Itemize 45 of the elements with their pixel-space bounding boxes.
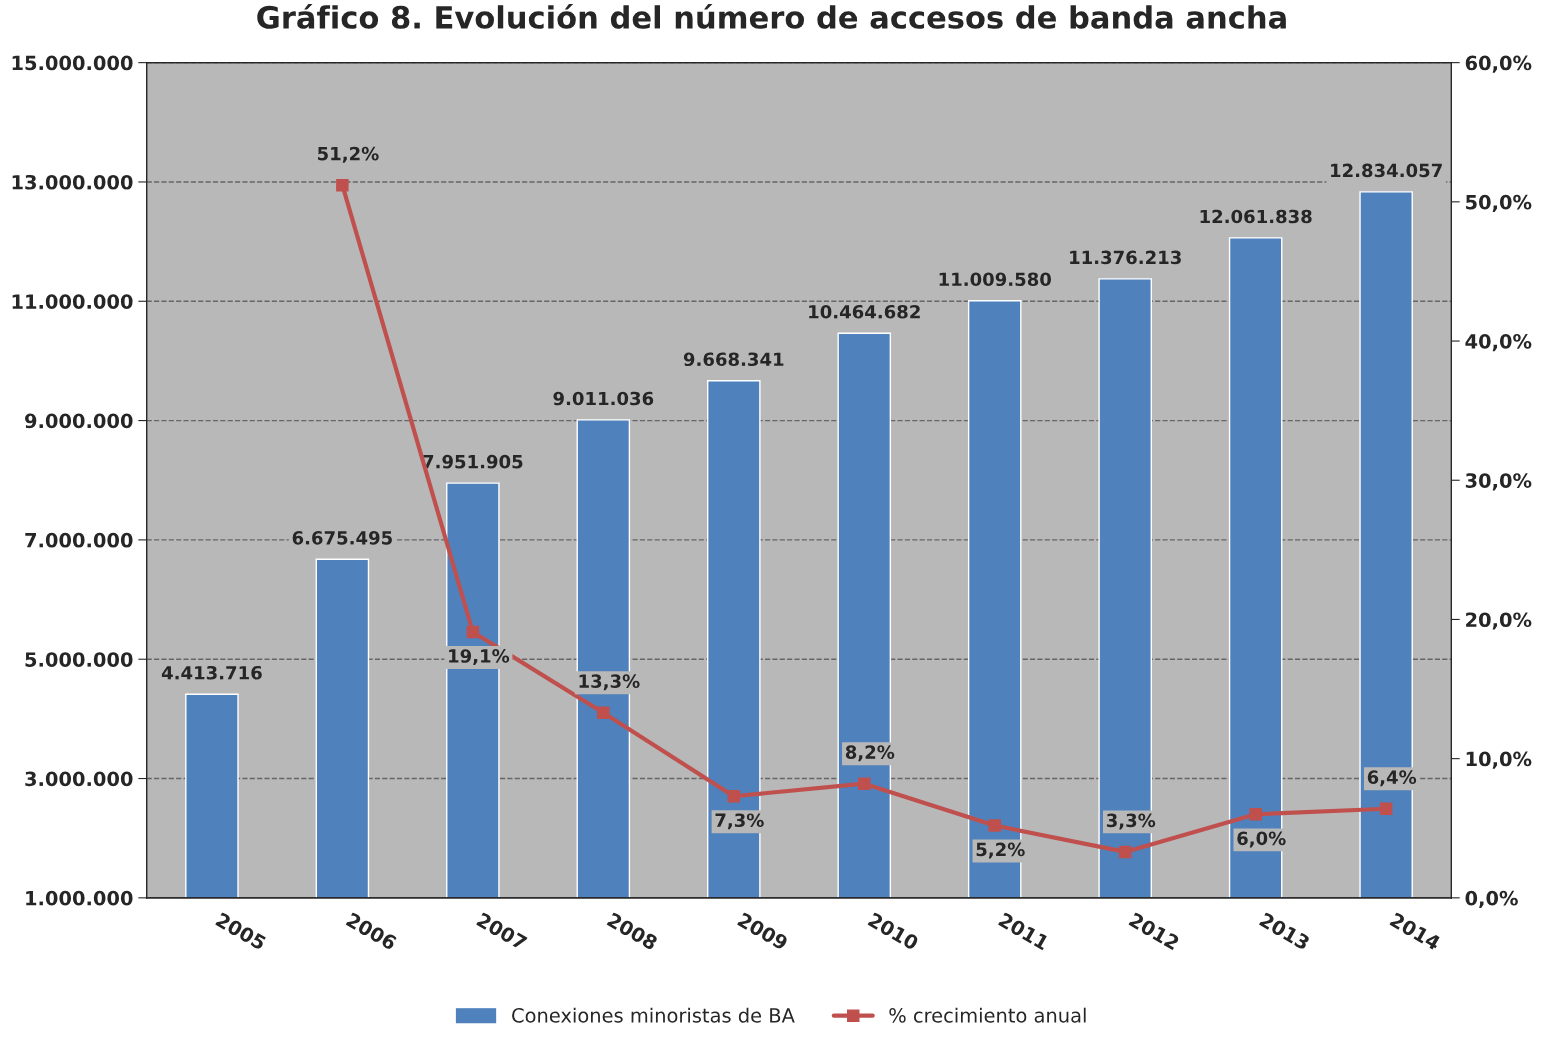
- y-tick-label: 9.000.000: [25, 413, 133, 429]
- data-label: 10.464.682: [809, 304, 920, 319]
- point: [988, 819, 1001, 832]
- y-tick-label: 7.000.000: [25, 532, 133, 548]
- data-label: 9.668.341: [683, 352, 784, 367]
- data-label: 19,1%: [449, 649, 510, 666]
- data-label: 3,3%: [1106, 813, 1156, 830]
- chart-title: Gráfico 8. Evolución del número de accesos de banda ancha: [257, 4, 1286, 29]
- point: [466, 625, 480, 639]
- data-label: 12.061.838: [1200, 209, 1312, 224]
- data-label: 11.376.213: [1070, 250, 1181, 265]
- point: [1118, 845, 1132, 859]
- y2-tick-label: 50,0%: [1466, 194, 1532, 212]
- y-tick-label: 1.000.000: [26, 890, 133, 906]
- y-tick-label: 11.000.000: [12, 294, 133, 309]
- point: [858, 777, 871, 790]
- y-tick-label: 5.000.000: [25, 652, 133, 667]
- point: [727, 789, 741, 803]
- legend-label: Conexiones minoristas de BA: [512, 1007, 795, 1023]
- y-tick-label: 15.000.000: [12, 55, 133, 71]
- y-tick-label: 13.000.000: [12, 174, 133, 190]
- data-label: 13,3%: [579, 674, 640, 691]
- data-label: 7,3%: [715, 813, 764, 830]
- data-label: 9.011.036: [553, 391, 654, 406]
- data-label: 5,2%: [976, 842, 1025, 859]
- y2-tick-label: 60,0%: [1465, 55, 1532, 73]
- data-label: 6,0%: [1237, 831, 1286, 848]
- y-tick-label: 3.000.000: [25, 771, 133, 787]
- point: [336, 178, 349, 192]
- point: [1379, 802, 1393, 816]
- data-label: 6.675.495: [292, 531, 392, 545]
- y2-tick-label: 10,0%: [1466, 751, 1532, 769]
- point: [597, 706, 610, 719]
- data-label: 6,4%: [1367, 770, 1417, 787]
- data-label: 12.834.057: [1331, 163, 1442, 178]
- point: [1249, 808, 1262, 821]
- y2-tick-label: 20,0%: [1466, 612, 1532, 630]
- y2-tick-label: 40,0%: [1465, 334, 1532, 352]
- legend-label: % crecimiento anual: [889, 1007, 1086, 1023]
- data-label: 51,2%: [318, 146, 379, 163]
- data-label: 8,2%: [845, 745, 895, 762]
- data-label: 4.413.716: [161, 665, 262, 680]
- y2-tick-label: 0,0%: [1465, 890, 1518, 908]
- y2-tick-label: 30,0%: [1465, 473, 1532, 491]
- data-label: 11.009.580: [939, 272, 1051, 287]
